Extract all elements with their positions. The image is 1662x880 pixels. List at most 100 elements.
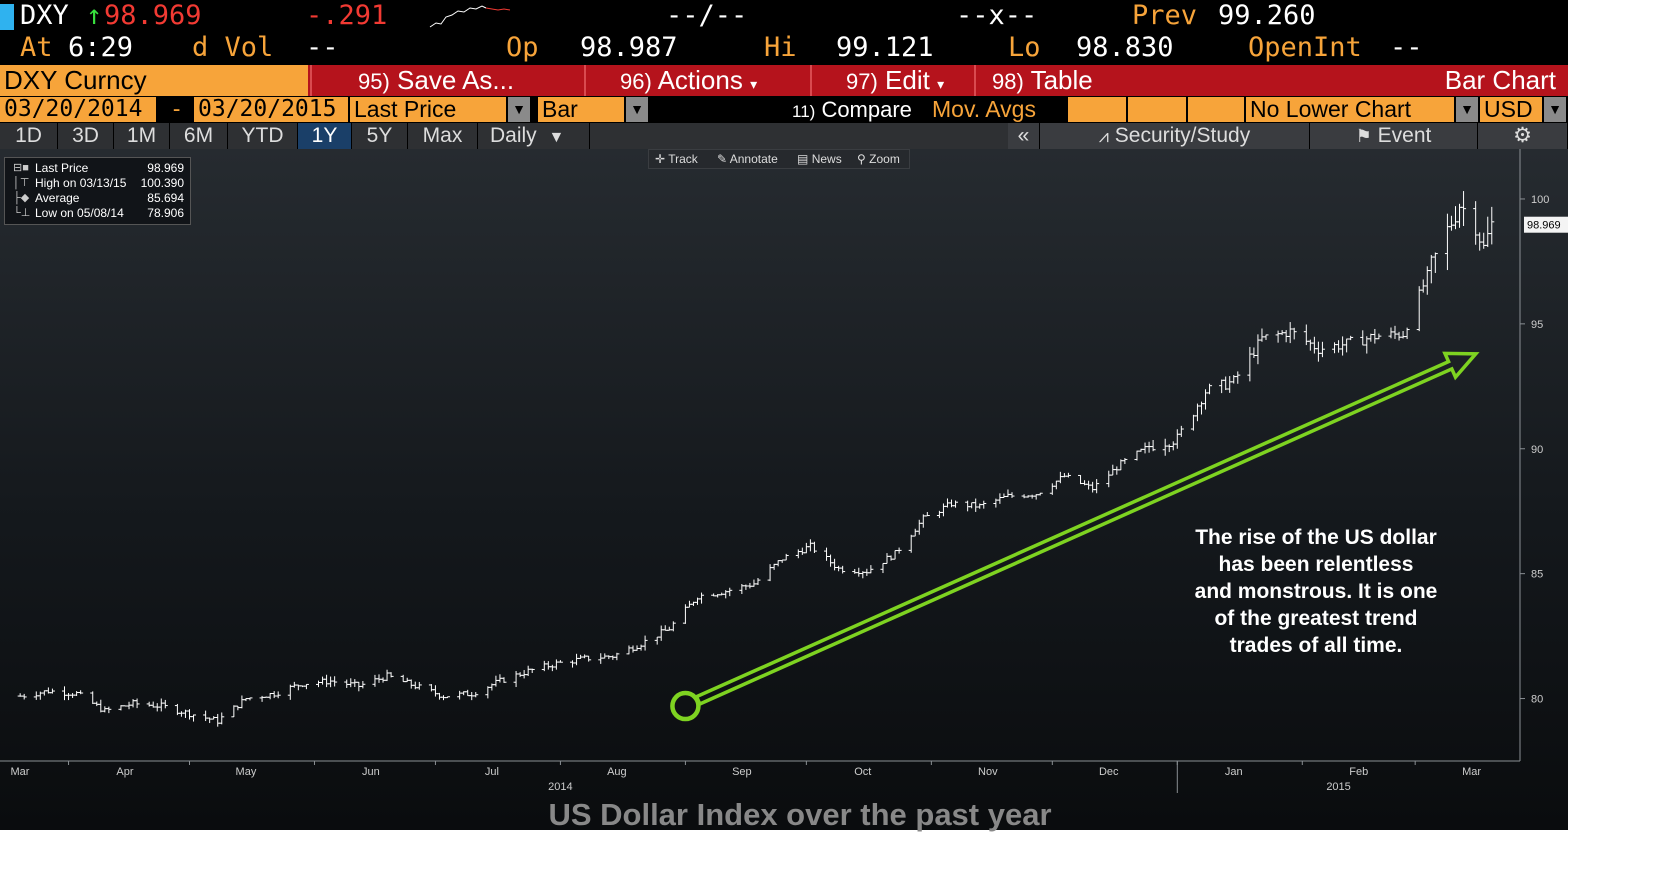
zoom-tool[interactable]: ⚲ Zoom	[857, 150, 900, 168]
price-bar	[670, 621, 676, 632]
price-bar	[916, 519, 922, 535]
price-bar	[1122, 458, 1128, 465]
study-slot-1[interactable]	[1068, 97, 1126, 122]
price-bar	[90, 691, 96, 705]
price-chart[interactable]: 80 85 90 95 100 98.969 Mar Apr May Jun Jul Aug Sep Oc…	[0, 149, 1568, 795]
period-ytd[interactable]: YTD	[228, 123, 298, 149]
period-1y[interactable]: 1Y	[298, 123, 352, 149]
year-label-2015: 2015	[1326, 781, 1350, 793]
security-study-label: Security/Study	[1114, 124, 1251, 147]
track-tool[interactable]: ✛ Track	[655, 150, 698, 168]
price-bar	[811, 541, 817, 554]
price-bar	[1287, 322, 1293, 344]
quote-row-1: DXY ↑ 98.969 -.291 --/-- --x-- Prev 99.2…	[0, 0, 1568, 32]
actions-label: Actions	[657, 65, 743, 95]
end-date-field[interactable]: 03/20/2015	[194, 97, 348, 122]
x-tick-label: Apr	[116, 766, 133, 778]
price-bar	[1065, 472, 1071, 478]
trend-arrow	[670, 351, 1480, 722]
price-bar	[271, 691, 277, 699]
price-bar	[1170, 441, 1176, 451]
bid-ask-size: --x--	[956, 0, 1038, 31]
frequency-select[interactable]: Daily ▼	[478, 123, 590, 149]
high-marker-icon: │⊤	[13, 177, 30, 189]
lower-chart-select[interactable]: No Lower Chart	[1246, 97, 1454, 122]
price-bar	[1021, 494, 1027, 499]
track-label: Track	[668, 152, 698, 166]
price-bar	[219, 712, 225, 725]
price-bar	[1477, 232, 1483, 251]
x-tick-label: Jul	[485, 766, 499, 778]
study-slot-2[interactable]	[1128, 97, 1186, 122]
x-tick-label: Oct	[854, 766, 871, 778]
collapse-panel-button[interactable]: «	[1008, 123, 1040, 149]
price-bar	[549, 664, 555, 672]
x-tick-label: Jan	[1225, 766, 1243, 778]
x-tick-label: Aug	[607, 766, 627, 778]
save-as-number: 95)	[358, 69, 390, 94]
price-bar	[981, 500, 987, 509]
save-as-button[interactable]: 95) Save As...	[310, 65, 582, 96]
currency-dropdown-icon[interactable]: ▼	[1544, 97, 1566, 122]
price-bar	[1219, 379, 1225, 394]
price-bar	[1448, 215, 1454, 231]
settings-button[interactable]: ⚙	[1478, 123, 1568, 149]
price-bar	[1114, 466, 1120, 475]
mov-avgs-button[interactable]: Mov. Avgs	[930, 97, 1064, 122]
style-dropdown-icon[interactable]: ▼	[626, 97, 648, 122]
study-slot-3[interactable]	[1188, 97, 1244, 122]
actions-button[interactable]: 96) Actions ▾	[584, 65, 808, 96]
period-1d[interactable]: 1D	[0, 123, 58, 149]
price-bar	[892, 550, 898, 560]
period-6m[interactable]: 6M	[170, 123, 228, 149]
price-bar	[755, 578, 761, 586]
price-bar	[203, 710, 209, 722]
price-bar	[372, 674, 378, 687]
openint-value: --	[1390, 32, 1423, 63]
period-3d[interactable]: 3D	[58, 123, 114, 149]
low-value: 98.830	[1076, 32, 1174, 63]
period-1m[interactable]: 1M	[114, 123, 170, 149]
lower-chart-dropdown-icon[interactable]: ▼	[1456, 97, 1478, 122]
price-bar	[1162, 438, 1168, 456]
price-bar	[501, 677, 507, 683]
table-button[interactable]: 98) Table	[974, 65, 1154, 96]
start-date-field[interactable]: 03/20/2014	[0, 97, 156, 122]
period-5y[interactable]: 5Y	[352, 123, 408, 149]
legend-label-high: High on 03/13/15	[35, 176, 127, 190]
news-tool[interactable]: ▤ News	[797, 150, 842, 168]
currency-select[interactable]: USD	[1480, 97, 1542, 122]
field-select[interactable]: Last Price	[350, 97, 506, 122]
price-bar	[473, 692, 479, 698]
field-dropdown-icon[interactable]: ▼	[508, 97, 530, 122]
price-bar	[215, 713, 221, 727]
price-bar	[953, 500, 959, 508]
edit-button[interactable]: 97) Edit ▾	[810, 65, 972, 96]
security-study-button[interactable]: ⩘ Security/Study	[1040, 123, 1310, 149]
style-select[interactable]: Bar	[538, 97, 624, 122]
low-label: Lo	[1008, 32, 1041, 63]
price-bar	[840, 565, 846, 574]
prev-label: Prev	[1132, 0, 1198, 31]
annotate-tool[interactable]: ✎ Annotate	[717, 150, 778, 168]
table-number: 98)	[992, 69, 1024, 94]
price-bar	[1207, 383, 1213, 395]
chart-area[interactable]: 80 85 90 95 100 98.969 Mar Apr May Jun Jul Aug Sep Oc…	[0, 149, 1568, 830]
price-bar	[1005, 489, 1011, 498]
price-bar	[1263, 334, 1269, 340]
net-change: -.291	[306, 0, 388, 31]
price-bar	[384, 669, 390, 682]
compare-button[interactable]: 11) Compare	[792, 96, 912, 123]
security-title[interactable]: DXY Curncy	[0, 65, 308, 96]
title-bar: DXY Curncy 95) Save As... 96) Actions ▾ …	[0, 65, 1568, 96]
price-bar	[1485, 216, 1491, 248]
period-max[interactable]: Max	[408, 123, 478, 149]
price-bar	[1461, 191, 1467, 227]
gear-icon: ⚙	[1513, 124, 1532, 147]
price-bar	[66, 692, 72, 701]
zoom-label: Zoom	[869, 152, 900, 166]
price-bar	[316, 680, 322, 688]
quote-row-2: At 6:29 d Vol -- Op 98.987 Hi 99.121 Lo …	[0, 32, 1568, 64]
edit-label: Edit	[885, 65, 930, 95]
event-button[interactable]: ⚑ Event	[1310, 123, 1478, 149]
